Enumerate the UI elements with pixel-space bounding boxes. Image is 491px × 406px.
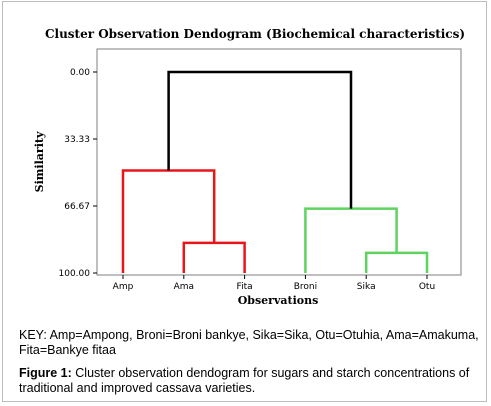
- y-tick-label: 100.00: [59, 269, 91, 279]
- plot-area: [96, 48, 462, 276]
- figure-caption-text: Figure 1: Cluster observation dendogram …: [19, 366, 481, 396]
- dendrogram-links: [121, 70, 429, 273]
- x-tick-label: Otu: [419, 282, 435, 292]
- figure-frame: Cluster Observation Dendogram (Biochemic…: [2, 1, 487, 402]
- y-tick-label: 33.33: [64, 135, 90, 145]
- x-tick-label: Ama: [174, 282, 194, 292]
- x-tick-label: Broni: [294, 282, 317, 292]
- y-tick-label: 66.67: [64, 202, 90, 212]
- figure-caption: KEY: Amp=Ampong, Broni=Broni bankye, Sik…: [19, 328, 481, 396]
- x-tick-label: Sika: [357, 282, 376, 292]
- key-text: KEY: Amp=Ampong, Broni=Broni bankye, Sik…: [19, 328, 479, 357]
- y-tick-label: 0.00: [70, 68, 90, 78]
- dendrogram-link: [167, 70, 353, 209]
- y-axis-label: Similarity: [33, 131, 46, 192]
- y-axis: 0.00 33.33 66.67 100.00: [59, 68, 97, 279]
- x-axis-label: Observations: [238, 294, 319, 307]
- x-axis: Amp Ama Fita Broni Sika Otu: [113, 275, 435, 292]
- figure-label: Figure 1:: [19, 366, 72, 380]
- x-tick-label: Fita: [237, 282, 253, 292]
- figure-description: Cluster observation dendogram for sugars…: [19, 366, 470, 395]
- chart-title: Cluster Observation Dendogram (Biochemic…: [45, 27, 465, 41]
- x-tick-label: Amp: [113, 282, 134, 292]
- dendrogram-chart: Cluster Observation Dendogram (Biochemic…: [33, 27, 465, 307]
